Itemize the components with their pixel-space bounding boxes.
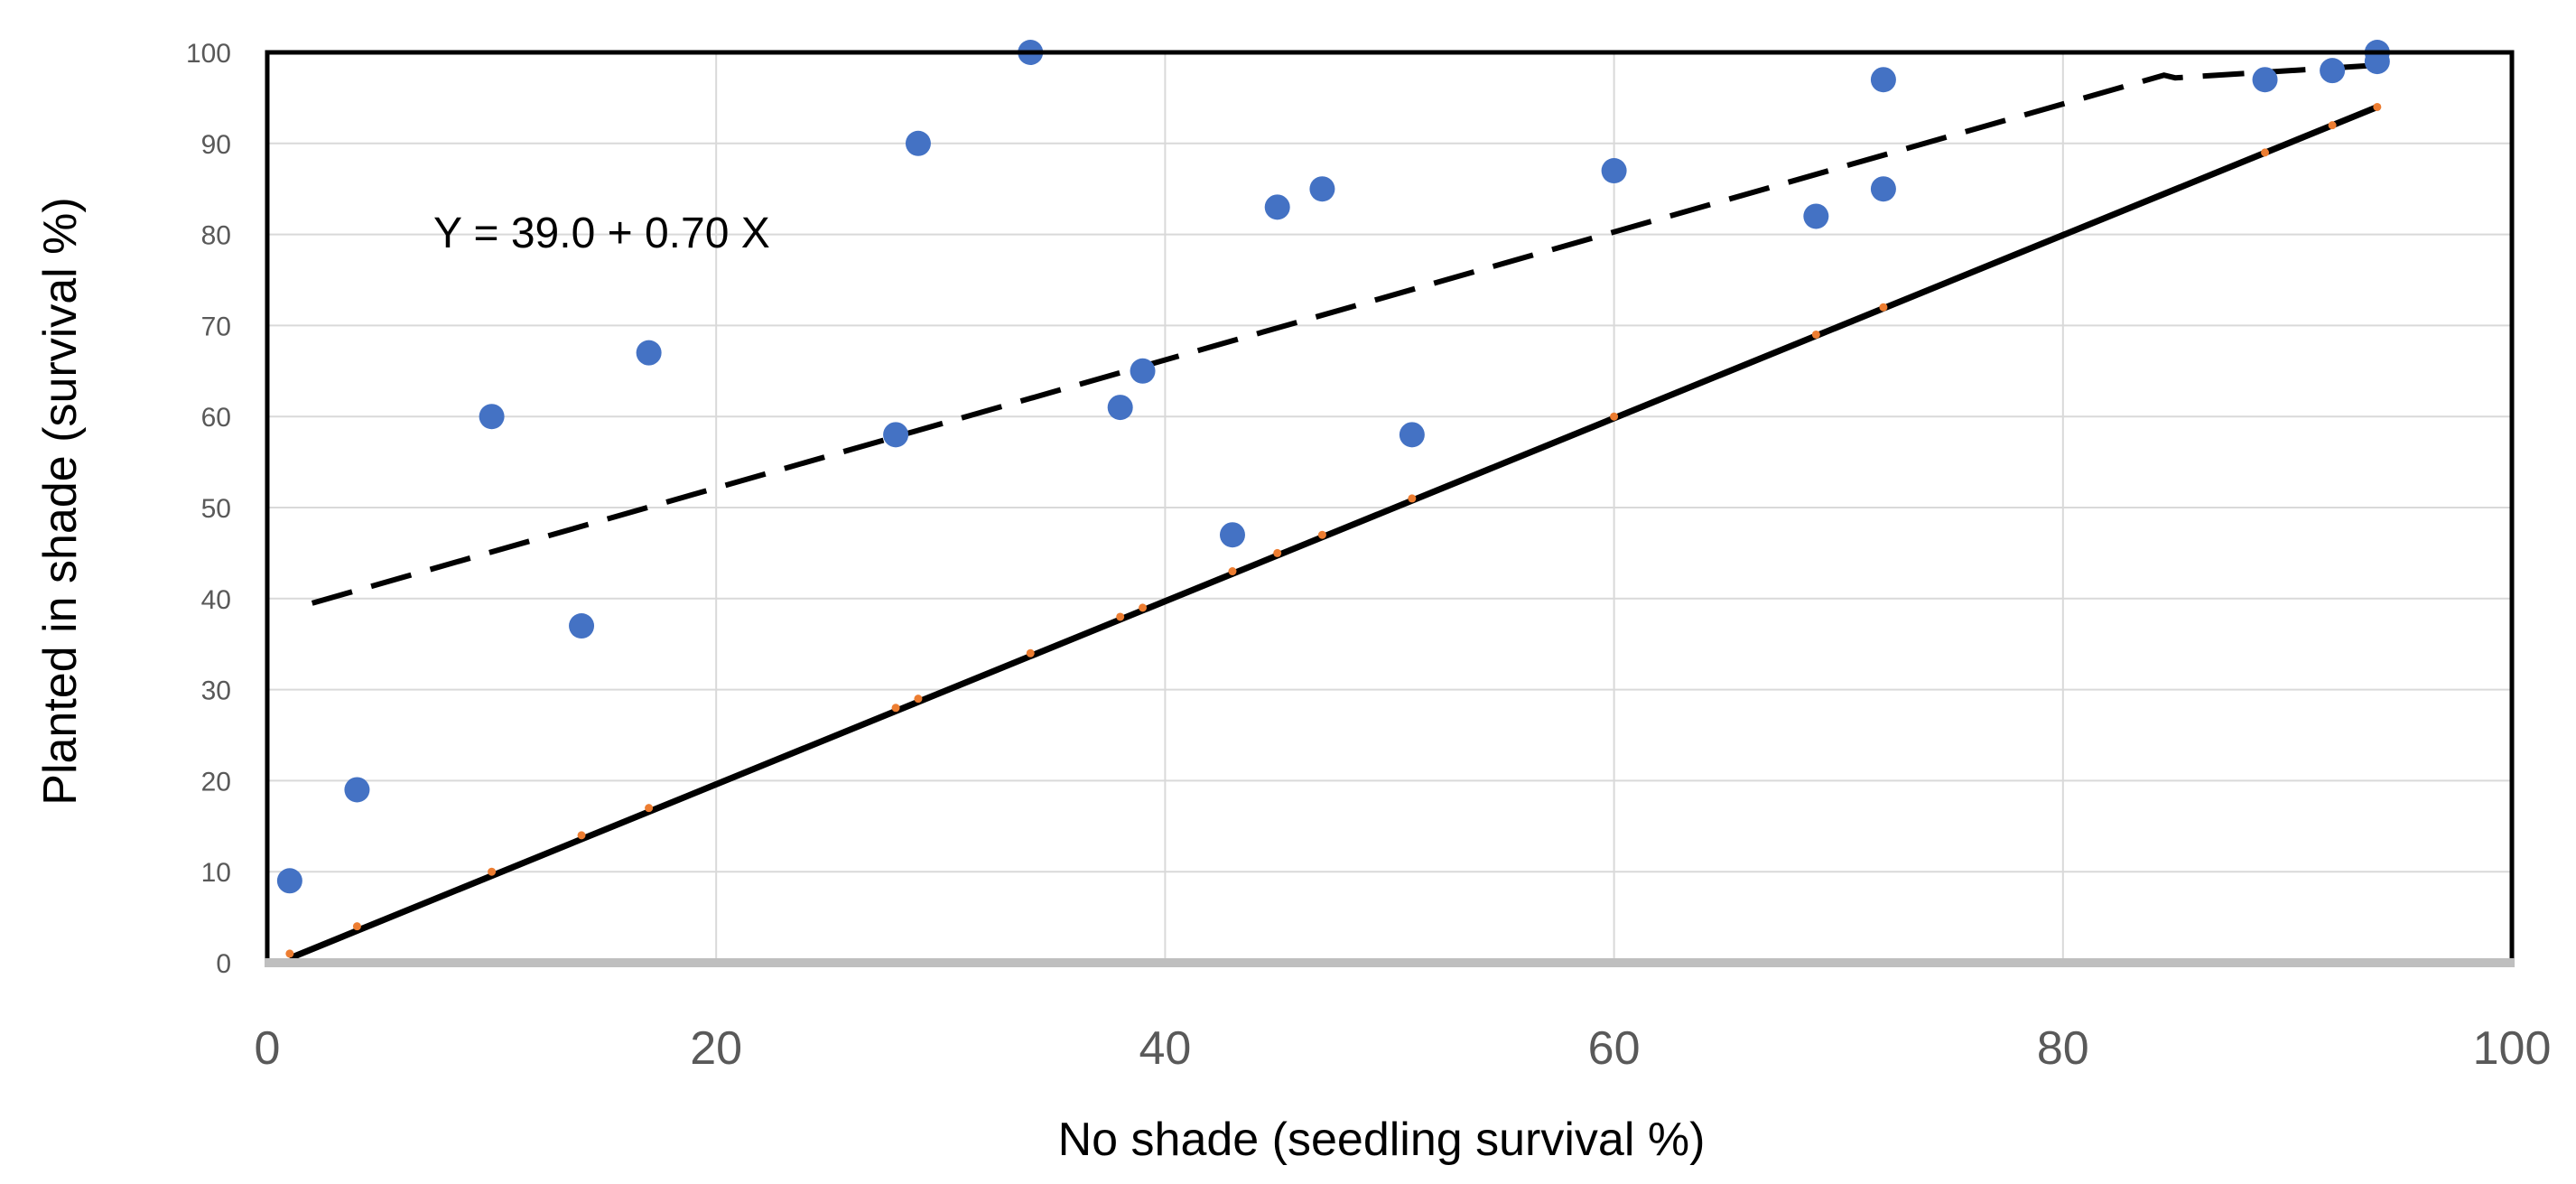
- reference-point-13: [1408, 494, 1417, 503]
- observed-point-14: [1601, 158, 1627, 184]
- y-tick-label-20: 20: [201, 767, 231, 797]
- observed-point-13: [1399, 422, 1425, 448]
- observed-point-1: [344, 777, 370, 803]
- y-tick-label-50: 50: [201, 494, 231, 524]
- observed-point-19: [2320, 58, 2346, 84]
- y-tick-label-40: 40: [201, 585, 231, 615]
- y-tick-label-70: 70: [201, 312, 231, 341]
- observed-point-6: [905, 130, 931, 156]
- reference-point-17: [2261, 148, 2270, 157]
- reference-points: [285, 102, 2382, 958]
- observed-point-8: [1107, 395, 1133, 421]
- observed-point-18: [2252, 67, 2278, 93]
- observed-point-0: [276, 868, 302, 894]
- reference-point-14: [1610, 412, 1619, 421]
- reference-point-0: [285, 949, 294, 958]
- trend-lines: [288, 62, 2379, 962]
- y-axis-title: Planted in shade (survival %): [34, 197, 87, 805]
- x-tick-label-80: 80: [2037, 1022, 2089, 1075]
- x-tick-label-0: 0: [255, 1022, 281, 1075]
- reference-point-8: [1116, 612, 1125, 621]
- observed-point-12: [1309, 176, 1335, 202]
- reference-point-12: [1317, 530, 1326, 539]
- reference-point-9: [1139, 603, 1148, 612]
- observed-point-4: [636, 340, 662, 366]
- observed-point-3: [569, 613, 595, 639]
- x-axis-title: No shade (seedling survival %): [1058, 1114, 1706, 1166]
- observed-point-5: [883, 422, 909, 448]
- y-axis-tick-labels: 0 10 20 30 40 50 60 70 80 90 100: [186, 39, 231, 979]
- y-tick-label-90: 90: [201, 130, 231, 160]
- y-tick-label-30: 30: [201, 676, 231, 706]
- reference-point-11: [1273, 548, 1282, 557]
- y-tick-label-10: 10: [201, 858, 231, 888]
- regression-equation-label: Y = 39.0 + 0.70 X: [433, 210, 770, 257]
- reference-point-7: [1026, 648, 1035, 657]
- reference-point-10: [1228, 567, 1237, 576]
- y-tick-label-60: 60: [201, 403, 231, 433]
- observed-point-10: [1219, 522, 1245, 548]
- x-tick-label-20: 20: [690, 1022, 742, 1075]
- reference-point-5: [891, 704, 900, 713]
- one-to-one-line: [288, 104, 2379, 962]
- fitted-regression-line: [311, 62, 2378, 606]
- y-tick-label-0: 0: [216, 949, 231, 979]
- observed-point-2: [479, 404, 505, 430]
- observed-point-9: [1130, 358, 1156, 384]
- observed-point-21: [2364, 49, 2390, 75]
- y-tick-label-100: 100: [186, 39, 231, 69]
- reference-point-19: [2373, 102, 2382, 111]
- observed-point-11: [1264, 194, 1290, 220]
- x-tick-label-40: 40: [1139, 1022, 1191, 1075]
- reference-point-3: [577, 831, 586, 840]
- reference-point-2: [488, 867, 497, 876]
- x-tick-label-60: 60: [1588, 1022, 1641, 1075]
- reference-point-6: [914, 695, 923, 704]
- reference-point-4: [645, 804, 654, 813]
- x-tick-label-100: 100: [2473, 1022, 2552, 1075]
- reference-point-18: [2328, 121, 2337, 130]
- y-tick-label-80: 80: [201, 221, 231, 251]
- observed-point-17: [1870, 176, 1896, 202]
- reference-point-15: [1811, 330, 1820, 339]
- observed-point-15: [1803, 203, 1829, 229]
- x-axis-tick-labels: 0 20 40 60 80 100: [255, 1022, 2552, 1075]
- observed-point-16: [1870, 67, 1896, 93]
- reference-point-1: [352, 922, 361, 931]
- reference-point-16: [1879, 303, 1888, 312]
- observed-points: [276, 40, 2390, 894]
